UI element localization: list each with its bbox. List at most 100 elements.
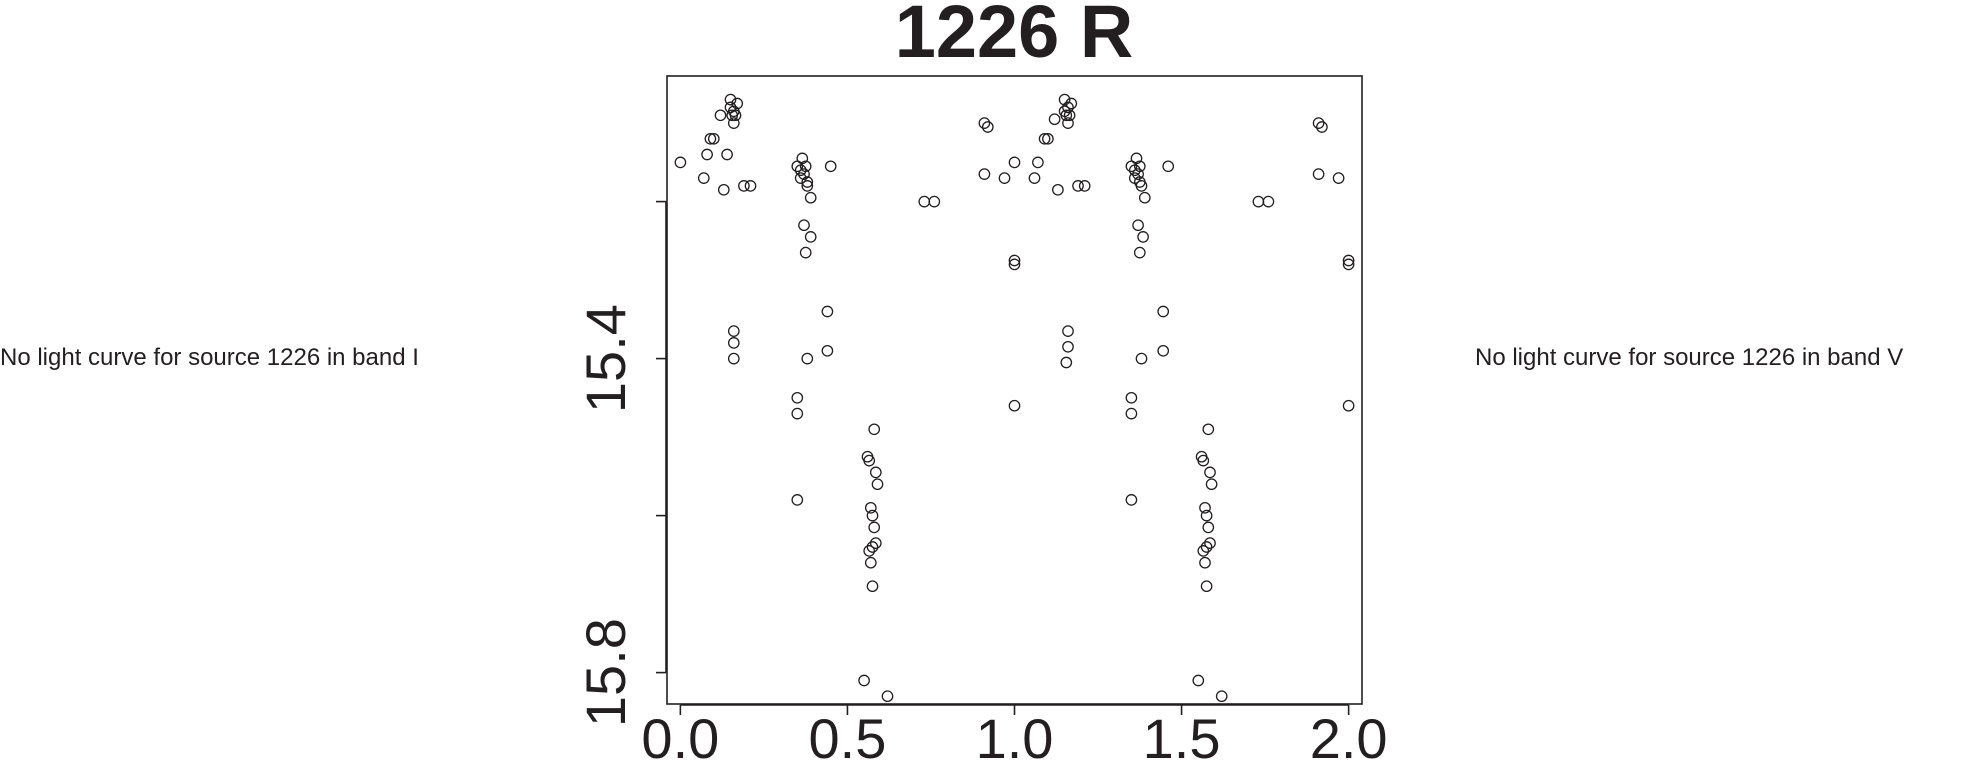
data-point (1133, 176, 1146, 188)
data-point (1132, 219, 1144, 232)
data-point (714, 109, 727, 122)
data-point (798, 219, 810, 232)
data-point (727, 337, 740, 349)
data-point (1072, 180, 1084, 192)
data-point (1062, 101, 1074, 114)
data-point (674, 156, 687, 169)
data-point (1200, 541, 1213, 553)
data-point (791, 391, 804, 404)
data-point (1008, 258, 1021, 271)
data-point (1062, 117, 1074, 129)
data-point (868, 423, 881, 436)
data-point (1262, 195, 1275, 208)
data-point (1065, 97, 1078, 110)
data-point (804, 191, 817, 204)
data-point (1197, 454, 1210, 467)
data-point (1205, 478, 1218, 491)
data-point (821, 305, 834, 318)
data-point (724, 93, 737, 106)
data-point (701, 148, 713, 161)
data-point (729, 109, 742, 122)
plot-frame (666, 75, 1363, 705)
data-point (1200, 509, 1213, 522)
data-point (1078, 180, 1091, 192)
data-point (1133, 160, 1146, 173)
data-point (1052, 183, 1064, 196)
data-point (1316, 121, 1328, 133)
data-point (801, 352, 814, 365)
data-point (1130, 152, 1143, 165)
data-point (791, 407, 804, 420)
data-point (821, 344, 834, 357)
data-point (1342, 254, 1355, 267)
data-point (796, 152, 809, 165)
y-tick-label: 15.4 (574, 304, 637, 413)
data-point (1132, 168, 1144, 180)
data-point (799, 246, 812, 259)
data-point (801, 180, 814, 192)
data-point (1157, 344, 1170, 357)
y-tick-label: 15.8 (574, 618, 637, 727)
data-point (869, 466, 882, 479)
data-point (1135, 352, 1148, 365)
data-point (866, 509, 879, 522)
data-point (881, 690, 894, 703)
data-point (727, 117, 740, 129)
data-point (928, 195, 941, 208)
data-point (918, 195, 931, 208)
data-point (1008, 156, 1021, 169)
data-point (866, 541, 879, 553)
data-point (1048, 113, 1061, 126)
data-point (804, 231, 817, 243)
data-point (727, 352, 740, 365)
data-point (1215, 690, 1228, 703)
data-point (1137, 231, 1149, 243)
x-tick-label: 1.5 (1143, 707, 1221, 761)
data-point (799, 160, 812, 173)
data-point (858, 674, 870, 687)
chart-title: 1226 R (895, 0, 1134, 73)
data-point (1332, 172, 1345, 184)
data-point (1200, 580, 1213, 593)
data-point (978, 168, 991, 180)
data-point (1204, 466, 1216, 479)
data-point (798, 168, 810, 180)
axes-group: 0.0 0.5 1.0 1.5 2.0 15.4 15.8 (574, 200, 1388, 761)
data-point (824, 160, 837, 173)
data-point (866, 580, 879, 593)
data-point (1032, 156, 1044, 169)
data-point (1204, 537, 1216, 549)
data-point (1133, 246, 1146, 259)
data-point (978, 117, 991, 129)
data-points-group (674, 93, 1355, 703)
x-tick-label: 1.0 (976, 707, 1054, 761)
data-point (1199, 556, 1211, 569)
data-point (1192, 674, 1205, 687)
data-point (1312, 168, 1325, 180)
data-point (1138, 191, 1151, 204)
x-tick-label: 0.5 (809, 707, 887, 761)
data-point (869, 537, 882, 549)
data-point (1058, 93, 1071, 106)
data-point (1202, 521, 1215, 534)
data-point (1062, 340, 1074, 353)
data-point (707, 132, 720, 145)
data-point (1125, 391, 1138, 404)
data-point (1038, 132, 1051, 145)
data-point (1312, 117, 1325, 129)
data-point (1028, 172, 1041, 184)
data-point (1042, 132, 1054, 145)
data-point (744, 180, 757, 192)
data-point (1342, 399, 1355, 412)
data-point (801, 176, 814, 188)
data-point (731, 97, 744, 110)
data-point (868, 521, 881, 534)
data-point (998, 172, 1011, 184)
data-point (863, 454, 876, 467)
data-point (1342, 258, 1355, 271)
data-point (1202, 423, 1215, 436)
data-point (704, 132, 717, 145)
data-point (697, 172, 710, 184)
data-point (1060, 356, 1073, 369)
